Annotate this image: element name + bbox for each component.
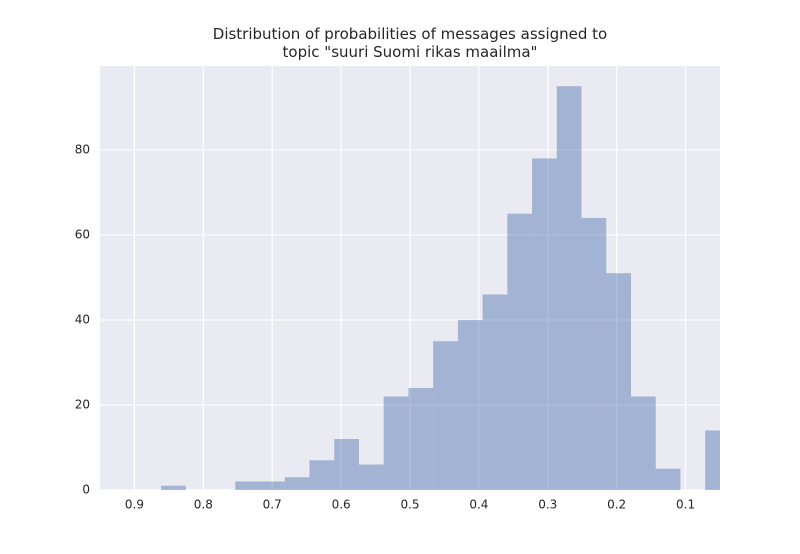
- x-tick-label: 0.4: [469, 498, 488, 512]
- bar: [383, 396, 409, 490]
- grid: [100, 66, 720, 491]
- chart-title: Distribution of probabilities of message…: [212, 25, 608, 61]
- bar: [260, 481, 285, 490]
- bar: [284, 477, 310, 490]
- bar: [358, 464, 384, 490]
- x-tick-label: 0.2: [607, 498, 626, 512]
- bar: [457, 319, 483, 490]
- bar: [161, 485, 186, 490]
- tick-labels: 0 20 40 60 80 0.9 0.8 0.7 0.6 0.5 0.4 0.3 0.2 0.1: [75, 142, 695, 511]
- y-tick-label: 20: [75, 397, 90, 411]
- y-tick-label: 0: [82, 483, 90, 497]
- bar: [556, 86, 582, 490]
- x-tick-label: 0.8: [194, 498, 213, 512]
- y-tick-label: 60: [75, 227, 90, 241]
- y-tick-label: 80: [75, 142, 90, 156]
- bar: [630, 396, 656, 490]
- bar: [408, 387, 434, 490]
- bar: [309, 460, 335, 490]
- bar: [606, 273, 631, 490]
- bars: [161, 86, 720, 490]
- x-tick-label: 0.7: [263, 498, 282, 512]
- bar: [433, 341, 458, 490]
- x-tick-label: 0.3: [538, 498, 557, 512]
- bar: [482, 294, 508, 490]
- bar: [235, 481, 261, 490]
- bar: [655, 468, 681, 490]
- x-tick-label: 0.5: [400, 498, 419, 512]
- y-tick-label: 40: [75, 312, 90, 326]
- x-tick-label: 0.6: [332, 498, 351, 512]
- x-tick-label: 0.1: [676, 498, 695, 512]
- bar: [507, 213, 533, 490]
- bar: [334, 438, 359, 490]
- bar: [532, 158, 557, 490]
- bar: [705, 430, 720, 490]
- bar: [581, 217, 607, 490]
- x-tick-label: 0.9: [125, 498, 144, 512]
